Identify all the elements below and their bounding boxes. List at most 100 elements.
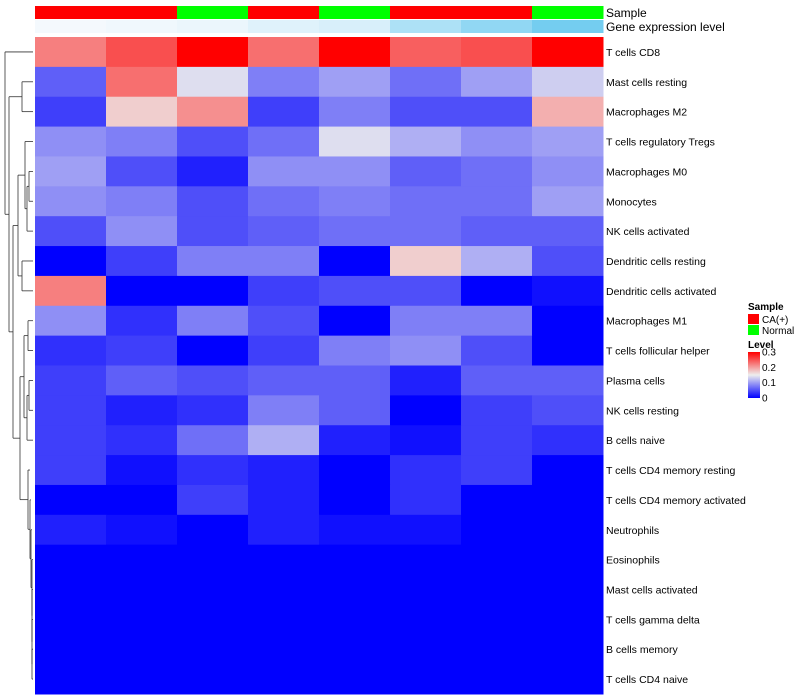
heatmap-cell <box>35 335 107 366</box>
heatmap-cell <box>35 395 107 426</box>
row-label: T cells follicular helper <box>606 346 710 358</box>
heatmap-cell <box>106 514 178 546</box>
heatmap-cell <box>106 484 178 516</box>
sample-annotation-cell <box>248 6 320 19</box>
sample-annotation-cell <box>106 6 178 19</box>
heatmap-cell <box>248 126 320 157</box>
heatmap-cell <box>532 664 604 695</box>
heatmap-cell <box>319 425 391 456</box>
heatmap-cell <box>106 275 178 307</box>
heatmap-cell <box>319 514 391 546</box>
heatmap-cell <box>461 246 533 277</box>
heatmap-cell <box>35 544 107 576</box>
heatmap-cell <box>461 96 533 128</box>
heatmap-cell <box>35 216 107 247</box>
heatmap-cell <box>106 425 178 456</box>
heatmap-cell <box>319 484 391 516</box>
heatmap-cell <box>35 664 107 695</box>
heatmap-cell <box>461 365 533 396</box>
heatmap-cell <box>177 66 249 98</box>
heatmap-cell <box>248 455 320 486</box>
heatmap-cell <box>532 126 604 157</box>
heatmap-cell <box>106 305 178 337</box>
heatmap-cell <box>248 335 320 366</box>
heatmap-cell <box>461 634 533 665</box>
heatmap-cell <box>177 186 249 217</box>
heatmap-cell <box>390 96 462 128</box>
row-label: T cells gamma delta <box>606 614 700 626</box>
heatmap-cell <box>390 544 462 576</box>
legend-sample-title: Sample <box>748 302 784 313</box>
legend-swatch <box>748 325 759 335</box>
heatmap-cell <box>177 544 249 576</box>
heatmap-cell <box>35 634 107 665</box>
heatmap-cell <box>177 664 249 695</box>
heatmap-cell <box>319 305 391 337</box>
heatmap-cell <box>35 156 107 187</box>
heatmap-cell <box>532 574 604 605</box>
heatmap-cell <box>106 156 178 187</box>
row-label: Eosinophils <box>606 555 660 567</box>
expression-annotation-cell <box>461 20 533 33</box>
heatmap-cell <box>390 335 462 366</box>
heatmap-cell <box>319 186 391 217</box>
heatmap-cell <box>319 126 391 157</box>
heatmap-cell <box>177 455 249 486</box>
heatmap-cell <box>35 365 107 396</box>
heatmap-cell <box>106 455 178 486</box>
sample-annotation-cell <box>390 6 462 19</box>
expression-annotation-cell <box>390 20 462 33</box>
heatmap-cell <box>390 365 462 396</box>
heatmap-cell <box>248 484 320 516</box>
row-labels: T cells CD8 Mast cells resting Macrophages… <box>606 47 746 686</box>
heatmap-cell <box>390 216 462 247</box>
heatmap-cell <box>177 305 249 337</box>
heatmap-cell <box>319 455 391 486</box>
heatmap-cell <box>390 37 462 68</box>
row-label: T cells CD4 memory resting <box>606 465 735 477</box>
row-label: Monocytes <box>606 196 657 208</box>
expression-annotation-cell <box>319 20 391 33</box>
heatmap-cell <box>532 37 604 68</box>
heatmap-cell <box>248 395 320 426</box>
row-label: B cells memory <box>606 644 679 656</box>
heatmap-cell <box>106 634 178 665</box>
heatmap-cell <box>248 246 320 277</box>
heatmap-cell <box>532 305 604 337</box>
heatmap-cell <box>35 455 107 486</box>
heatmap-cell <box>532 544 604 576</box>
heatmap-cell <box>461 514 533 546</box>
heatmap-cell <box>390 186 462 217</box>
heatmap-cell <box>106 126 178 157</box>
legend-item-label: CA(+) <box>762 315 788 326</box>
heatmap-cell <box>461 275 533 307</box>
heatmap-cell <box>248 37 320 68</box>
heatmap-cell <box>248 96 320 128</box>
heatmap-cell <box>461 186 533 217</box>
heatmap-cell <box>461 216 533 247</box>
row-label: Mast cells resting <box>606 77 687 89</box>
heatmap-cell <box>35 96 107 128</box>
heatmap-cell <box>532 96 604 128</box>
heatmap-cell <box>177 275 249 307</box>
heatmap-cell <box>390 425 462 456</box>
legend-swatch <box>748 314 759 324</box>
heatmap-cell <box>390 514 462 546</box>
heatmap-cell <box>319 544 391 576</box>
heatmap-cell <box>106 66 178 98</box>
heatmap-cell <box>319 335 391 366</box>
heatmap-cell <box>532 484 604 516</box>
heatmap-cell <box>35 514 107 546</box>
heatmap-cell <box>248 634 320 665</box>
heatmap-cell <box>532 156 604 187</box>
heatmap-cell <box>106 186 178 217</box>
heatmap-cell <box>532 186 604 217</box>
heatmap-cell <box>35 126 107 157</box>
heatmap-cell <box>461 156 533 187</box>
heatmap-cell <box>532 604 604 635</box>
row-label: NK cells activated <box>606 226 690 238</box>
heatmap-cell <box>319 156 391 187</box>
heatmap-cell <box>106 544 178 576</box>
heatmap-cell <box>177 604 249 635</box>
